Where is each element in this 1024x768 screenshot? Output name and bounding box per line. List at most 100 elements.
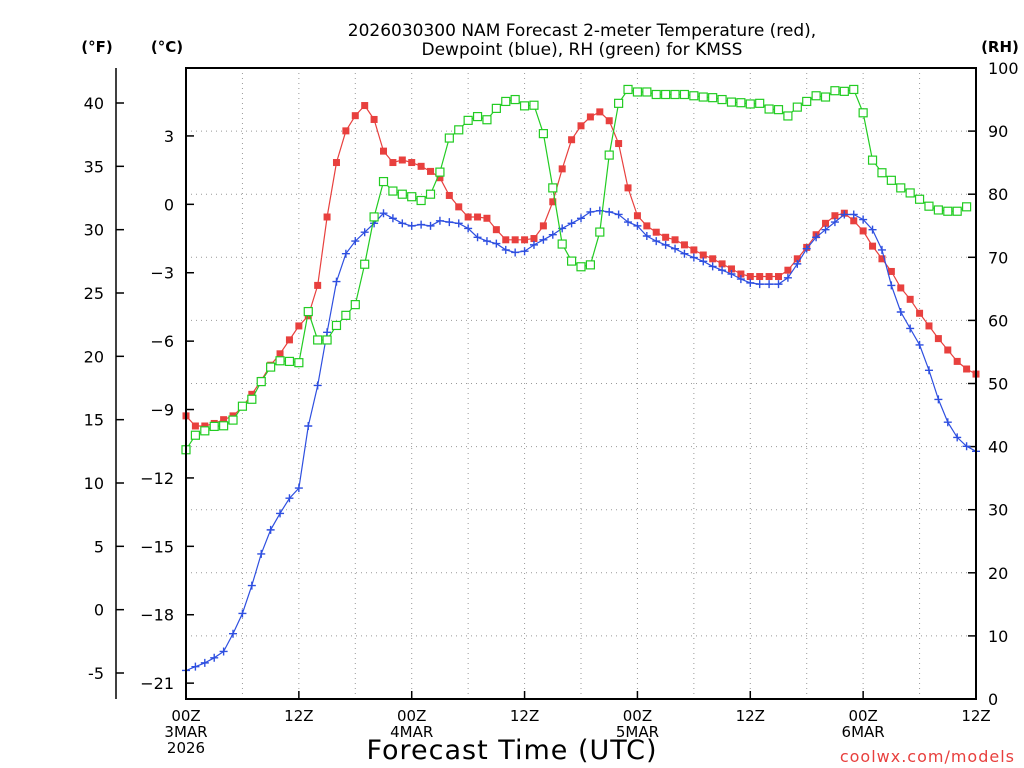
temperature-point: [737, 270, 745, 278]
celsius-unit-label: (°C): [151, 38, 183, 56]
rh-point: [745, 99, 755, 109]
dewpoint-point: [577, 214, 585, 223]
dewpoint-point: [501, 245, 510, 254]
dewpoint-point: [266, 525, 275, 534]
rh-point: [284, 356, 295, 367]
x-tick-label: 5MAR: [616, 723, 659, 741]
dewpoint-point: [859, 215, 868, 224]
rh-point: [896, 183, 906, 193]
fahrenheit-tick-label: 0: [94, 601, 104, 620]
rh-point: [830, 86, 840, 96]
rh-point: [313, 335, 323, 345]
temperature-point: [690, 246, 698, 254]
temperature-point: [332, 159, 340, 167]
temperature-point: [389, 159, 397, 167]
dewpoint-point: [840, 210, 849, 219]
temperature-point: [906, 295, 914, 303]
temperature-point: [502, 236, 510, 244]
rh-point: [360, 259, 370, 269]
dewpoint-point: [294, 484, 303, 493]
temperature-point: [671, 236, 679, 244]
x-tick-label: 3MAR: [164, 723, 207, 741]
fahrenheit-tick-label: 10: [84, 474, 104, 493]
fahrenheit-tick-label: 25: [84, 284, 104, 303]
source-credit: coolwx.com/models: [840, 747, 1015, 766]
dewpoint-point: [229, 629, 238, 638]
plot-frame: [185, 67, 977, 700]
temperature-point: [408, 159, 416, 167]
rh-point: [247, 394, 257, 404]
rh-point: [905, 188, 915, 198]
dewpoint-point: [219, 647, 228, 656]
dewpoint-point: [774, 280, 783, 289]
dewpoint-point: [445, 218, 454, 227]
rh-point: [416, 195, 426, 206]
rh-point: [303, 306, 313, 317]
x-tick-label: 12Z: [736, 707, 765, 725]
x-tick-label: 00Z: [397, 707, 426, 725]
temperature-point: [775, 273, 782, 281]
dewpoint-point: [417, 220, 426, 229]
rh-point: [755, 98, 765, 108]
temperature-point: [417, 162, 425, 170]
dewpoint-point: [680, 249, 689, 258]
dewpoint-point: [887, 281, 896, 290]
dewpoint-point: [765, 280, 774, 289]
x-tick-label: 12Z: [284, 707, 313, 725]
fahrenheit-tick-label: 5: [94, 537, 104, 556]
rh-point: [792, 102, 802, 112]
rh-point: [529, 100, 539, 110]
temperature-point: [652, 228, 660, 236]
dewpoint-point: [718, 266, 727, 275]
dewpoint-point: [492, 239, 501, 248]
temperature-point: [295, 322, 303, 330]
x-tick-label: 00Z: [623, 707, 652, 725]
temperature-point: [370, 115, 378, 123]
rh-point: [378, 176, 389, 187]
temperature-point: [586, 113, 594, 121]
rh-point: [444, 133, 454, 143]
rh-point: [200, 426, 210, 436]
dewpoint-point: [388, 214, 397, 223]
temperature-point: [897, 284, 905, 292]
dewpoint-point: [896, 308, 905, 316]
rh-point: [190, 430, 201, 440]
temperature-point: [944, 346, 952, 354]
temperature-point: [568, 136, 576, 144]
rh-point: [425, 189, 436, 199]
rh-point: [482, 115, 492, 125]
dewpoint-point: [464, 224, 473, 233]
rh-point: [407, 192, 417, 202]
dewpoint-point: [454, 219, 463, 228]
temperature-point: [633, 212, 641, 220]
dewpoint-point: [877, 245, 886, 254]
temperature-point: [878, 255, 886, 263]
dewpoint-point: [671, 244, 680, 253]
temperature-point: [455, 203, 463, 211]
rh-point: [924, 201, 934, 211]
chart-title-line2: Dewpoint (blue), RH (green) for KMSS: [422, 40, 743, 60]
rh-point: [839, 86, 849, 96]
rh-point: [604, 150, 614, 160]
dewpoint-point: [821, 225, 830, 234]
temperature-point: [248, 390, 256, 398]
celsius-tick-label: 3: [164, 127, 174, 146]
dewpoint-point: [529, 240, 538, 249]
rh-point: [341, 310, 351, 320]
dewpoint-point: [962, 442, 971, 451]
fahrenheit-tick-label: 20: [84, 347, 104, 366]
temperature-point: [521, 236, 529, 244]
dewpoint-point: [605, 207, 614, 216]
temperature-point: [746, 273, 754, 281]
dewpoint-point: [285, 494, 294, 503]
dewpoint-point: [943, 418, 952, 427]
dewpoint-point: [257, 549, 266, 558]
x-tick-label: 00Z: [848, 707, 877, 725]
celsius-tick-label: 0: [164, 195, 174, 214]
rh-point: [266, 362, 276, 372]
temperature-point: [831, 212, 839, 220]
dewpoint-point: [548, 230, 557, 239]
dewpoint-point: [661, 240, 670, 249]
temperature-point: [718, 260, 726, 268]
dewpoint-point: [567, 219, 576, 228]
